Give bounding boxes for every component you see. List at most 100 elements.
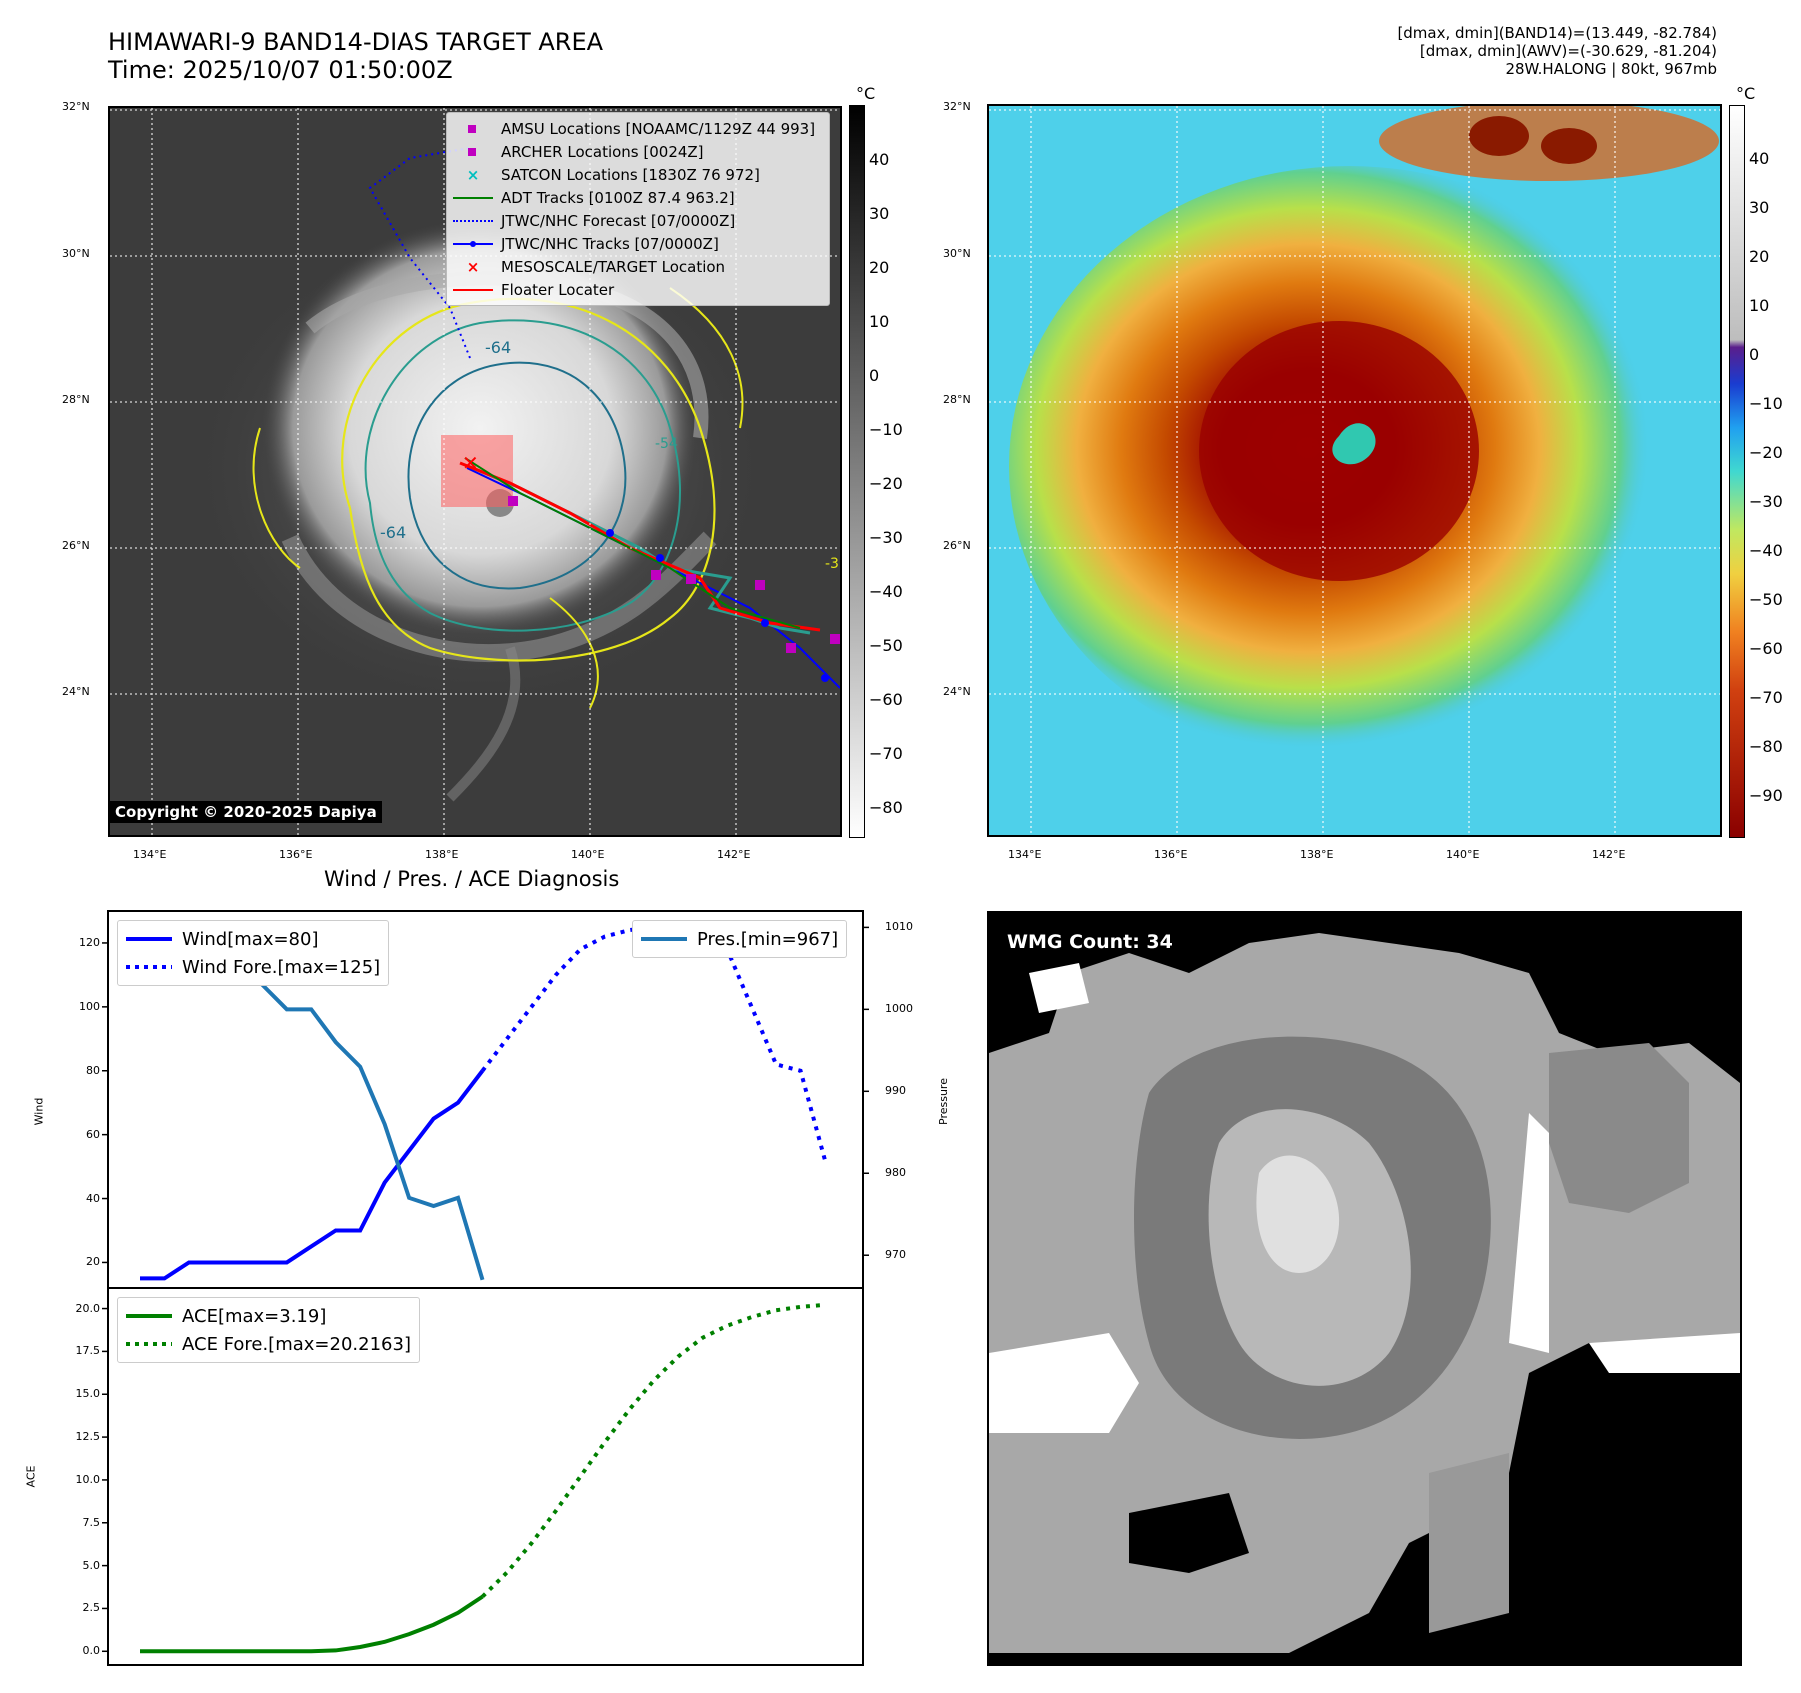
wind-legend: Wind[max=80] Wind Fore.[max=125] [117,920,390,986]
legend-item-archer: ARCHER Locations [0024Z] [453,140,823,163]
ir-map-panel: -64 -64 -54 -31 ✕ AMSU Locations [NOAAM [108,106,842,837]
colorbar-left-tick: 0 [869,366,880,385]
contour-dark-teal [407,361,627,590]
awv-map-panel [987,104,1722,837]
colorbar-left-tick: 20 [869,258,890,277]
awv-gridlines [989,106,1720,835]
colorbar-right-tick: 0 [1749,345,1760,364]
colorbar-right-tick: −10 [1749,394,1783,413]
colorbar-right-tick: 40 [1749,149,1770,168]
lat-label: 28°N [62,393,90,406]
copyright-badge: Copyright © 2020-2025 Dapiya [110,801,382,823]
colorbar-right-tick: −30 [1749,492,1783,511]
ace-axis-tick-label: 12.5 [75,1430,101,1444]
lon-label: 138°E [425,848,459,861]
pressure-legend: Pres.[min=967] [632,920,848,958]
colorbar-right-tick: −70 [1749,688,1783,707]
ace-axis-tick-label: 5.0 [82,1558,101,1572]
title-line-1: HIMAWARI-9 BAND14-DIAS TARGET AREA [108,28,604,56]
ace-series-line [140,1594,484,1654]
lon-label: 140°E [1446,848,1480,861]
colorbar-right-tick: −50 [1749,590,1783,609]
info-line-1: [dmax, dmin](BAND14)=(13.449, -82.784) [1397,24,1717,42]
legend-item-jtwc-tracks: JTWC/NHC Tracks [07/0000Z] [453,232,823,255]
colorbar-left-tick: −70 [869,744,903,763]
wind-axis-tick-label: 60 [86,1127,100,1141]
contour-label-3: -54 [655,436,678,452]
legend-pressure: Pres.[min=967] [641,928,839,950]
wind-series-line [140,1069,485,1281]
colorbar-left-tick: −40 [869,582,903,601]
legend-ace: ACE[max=3.19] [126,1305,327,1327]
colorbar-left-tick: −30 [869,528,903,547]
wind-forecast-series-line [480,924,827,1161]
colorbar-left-tick: −50 [869,636,903,655]
awv-map-image [989,106,1720,835]
svg-text:✕: ✕ [462,451,479,475]
colorbar-right-tick: −40 [1749,541,1783,560]
contour-label-1: -64 [485,338,511,357]
ace-axes [107,1287,864,1666]
legend-item-satcon: × SATCON Locations [1830Z 76 972] [466,165,760,184]
eye [1332,423,1376,465]
lon-label: 134°E [1008,848,1042,861]
lat-label: 30°N [62,247,90,260]
storm-info: [dmax, dmin](BAND14)=(13.449, -82.784) [… [1397,24,1717,78]
diagnosis-title: Wind / Pres. / ACE Diagnosis [324,867,620,891]
legend-item-adt: ADT Tracks [0100Z 87.4 963.2] [453,186,823,209]
wmg-count-label: WMG Count: 34 [1007,931,1173,953]
lat-label: 32°N [62,100,90,113]
pressure-axis-tick-label: 990 [885,1084,906,1098]
colorbar-left-tick: 40 [869,150,890,169]
legend-item-mesoscale: × MESOSCALE/TARGET Location [466,257,726,276]
colorbar-left-tick: −20 [869,474,903,493]
lat-label: 30°N [943,247,971,260]
colorbar-left-tick: −60 [869,690,903,709]
pressure-axis-tick-label: 970 [885,1248,906,1262]
figure-title: HIMAWARI-9 BAND14-DIAS TARGET AREA Time:… [108,28,603,84]
ace-legend: ACE[max=3.19] ACE Fore.[max=20.2163] [117,1297,420,1363]
colorbar-right-tick: 10 [1749,296,1770,315]
contour-label-4: -31 [825,556,840,572]
colorbar-left-tick: −10 [869,420,903,439]
lon-label: 134°E [133,848,167,861]
lon-label: 136°E [1154,848,1188,861]
colorbar-right-tick: 20 [1749,247,1770,266]
wind-axis-tick-label: 20 [86,1255,100,1269]
legend-wind-forecast: Wind Fore.[max=125] [126,956,381,978]
floater-track [459,461,821,632]
colorbar-left-tick: −80 [869,798,903,817]
colorbar-right-tick: 30 [1749,198,1770,217]
colorbar-left-tick: 10 [869,312,890,331]
ace-axis-tick-label: 20.0 [75,1301,101,1315]
lat-label: 32°N [943,100,971,113]
lat-label: 26°N [62,539,90,552]
lon-label: 136°E [279,848,313,861]
legend-ace-forecast: ACE Fore.[max=20.2163] [126,1333,411,1355]
colorbar-right-tick: −60 [1749,639,1783,658]
lon-label: 142°E [717,848,751,861]
colorbar-left-tick: 30 [869,204,890,223]
lon-label: 142°E [1592,848,1626,861]
wmg-panel: WMG Count: 34 [987,911,1742,1666]
ace-axis-tick-label: 0.0 [82,1644,101,1658]
colorbar-right-tick: −90 [1749,786,1783,805]
colorbar-right-tick: −80 [1749,737,1783,756]
colorbar-right-tick: −20 [1749,443,1783,462]
legend-item-jtwc-forecast: JTWC/NHC Forecast [07/0000Z] [453,209,823,232]
colorbar-right [1729,105,1745,838]
lat-label: 26°N [943,539,971,552]
ace-forecast-series-line [481,1302,826,1599]
info-line-3: 28W.HALONG | 80kt, 967mb [1505,60,1717,78]
lat-label: 24°N [943,685,971,698]
lat-label: 24°N [62,685,90,698]
info-line-2: [dmax, dmin](AWV)=(-30.629, -81.204) [1419,42,1717,60]
jtwc-forecast-track [368,147,471,359]
lon-label: 140°E [571,848,605,861]
wind-axis-tick-label: 40 [86,1191,100,1205]
wind-axis-tick-label: 80 [86,1063,100,1077]
lon-label: 138°E [1300,848,1334,861]
lat-label: 28°N [943,393,971,406]
ace-axis-tick-label: 2.5 [82,1601,101,1615]
contour-label-2: -64 [380,523,406,542]
